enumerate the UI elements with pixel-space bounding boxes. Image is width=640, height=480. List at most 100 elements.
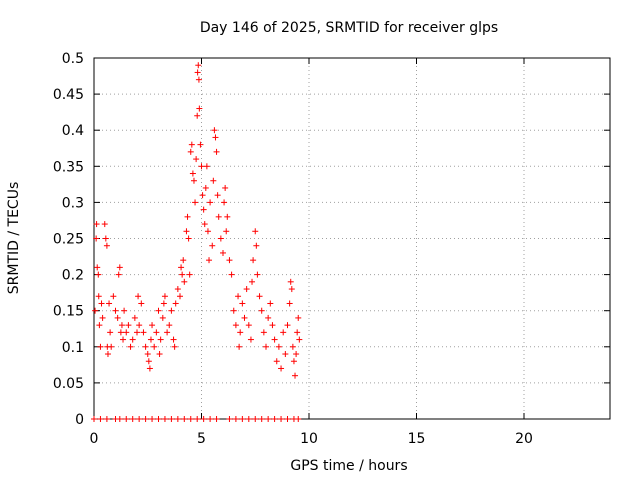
data-point <box>254 271 261 278</box>
y-axis-label: SRMTID / TECUs <box>6 182 22 295</box>
data-point <box>241 314 248 321</box>
data-point <box>280 329 287 336</box>
data-point <box>288 286 295 293</box>
data-point <box>203 163 210 170</box>
data-point <box>98 300 105 307</box>
data-point <box>222 184 229 191</box>
data-point <box>168 416 175 422</box>
data-point <box>93 235 100 242</box>
y-tick-label: 0.15 <box>53 304 84 320</box>
data-point <box>178 264 185 271</box>
data-point <box>177 293 183 300</box>
data-point <box>188 141 195 148</box>
data-point <box>136 322 143 329</box>
data-point <box>202 184 209 191</box>
data-point <box>249 278 256 285</box>
data-point <box>186 271 193 278</box>
data-point <box>258 307 265 314</box>
data-point <box>293 351 300 358</box>
data-point <box>192 199 199 206</box>
data-point <box>247 336 254 343</box>
data-point <box>196 105 203 112</box>
data-point <box>155 307 162 314</box>
data-point <box>145 358 152 365</box>
data-point <box>123 329 130 336</box>
data-point <box>112 307 119 314</box>
data-point <box>197 141 204 148</box>
data-point <box>184 213 191 220</box>
data-point <box>235 293 242 300</box>
data-point <box>200 416 207 422</box>
data-point <box>142 343 149 350</box>
data-point <box>224 213 231 220</box>
data-point <box>250 257 257 264</box>
data-point <box>220 249 226 256</box>
data-point <box>189 170 196 177</box>
data-point <box>290 358 297 365</box>
y-tick-label: 0.5 <box>62 51 84 67</box>
data-point <box>161 416 168 422</box>
data-point <box>206 257 213 264</box>
data-point <box>201 221 208 228</box>
grid-lines <box>94 58 610 419</box>
data-point <box>287 278 294 285</box>
data-point <box>195 76 202 83</box>
data-points <box>91 62 303 422</box>
data-point <box>243 286 250 293</box>
data-point <box>263 343 269 350</box>
data-point <box>97 416 104 422</box>
data-point <box>174 286 181 293</box>
data-point <box>221 199 228 206</box>
axis-ticks: 0 5 10 15 20 0 0.05 0.1 0.15 0.2 0.25 0.3 0.35 0.4 0.4… <box>53 51 610 447</box>
data-point <box>136 416 143 422</box>
data-point <box>187 148 194 155</box>
data-point <box>204 228 211 235</box>
data-point <box>153 329 160 336</box>
data-point <box>131 314 138 321</box>
data-point <box>258 416 265 422</box>
data-point <box>194 112 201 119</box>
data-point <box>217 235 224 242</box>
x-axis-label: GPS time / hours <box>290 458 407 474</box>
data-point <box>95 293 102 300</box>
data-point <box>116 416 123 422</box>
data-point <box>187 416 194 422</box>
data-point <box>147 336 154 343</box>
data-point <box>213 416 220 422</box>
data-point <box>151 343 158 350</box>
data-point <box>198 163 205 170</box>
data-point <box>265 416 272 422</box>
data-point <box>144 351 151 358</box>
data-point <box>284 322 291 329</box>
data-point <box>170 336 177 343</box>
data-point <box>226 416 233 422</box>
plot-frame <box>93 57 611 420</box>
data-point <box>194 416 201 422</box>
y-tick-label: 0.25 <box>53 232 84 248</box>
data-point <box>125 322 132 329</box>
data-point <box>183 228 190 235</box>
data-point <box>256 293 263 300</box>
data-point <box>237 329 244 336</box>
data-point <box>160 300 167 307</box>
y-tick-label: 0.4 <box>62 123 84 139</box>
y-tick-label: 0.1 <box>62 340 84 356</box>
x-tick-label: 10 <box>300 431 318 447</box>
data-point <box>129 336 136 343</box>
data-point <box>114 314 121 321</box>
data-point <box>194 69 201 76</box>
data-point <box>230 307 237 314</box>
data-point <box>120 336 127 343</box>
data-point <box>245 322 252 329</box>
data-point <box>157 336 164 343</box>
data-point <box>180 257 187 264</box>
data-point <box>239 300 246 307</box>
data-point <box>118 322 125 329</box>
data-point <box>106 300 113 307</box>
data-point <box>142 416 149 422</box>
data-point <box>103 242 110 249</box>
y-tick-label: 0.3 <box>62 195 84 211</box>
data-point <box>260 329 267 336</box>
data-point <box>138 300 145 307</box>
data-point <box>284 416 291 422</box>
